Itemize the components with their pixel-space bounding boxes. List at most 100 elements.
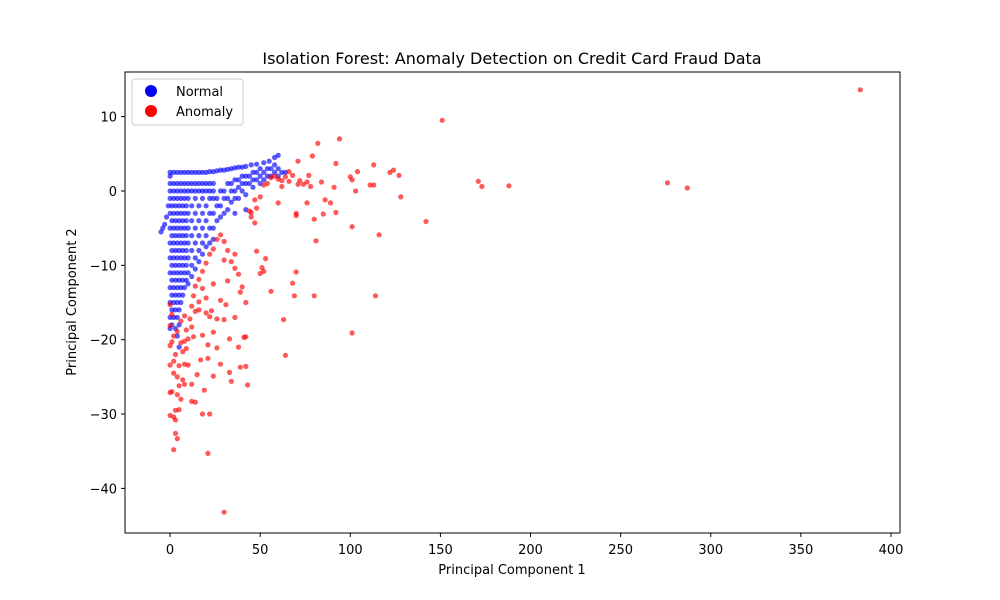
normal-point [210,236,216,242]
anomaly-point [185,336,191,342]
normal-point [235,184,242,190]
anomaly-point [180,349,186,355]
normal-point [165,203,171,209]
normal-point [172,247,179,254]
anomaly-point [181,381,188,387]
anomaly-point [225,247,231,254]
anomaly-point [189,324,195,330]
normal-point [217,167,224,173]
normal-point [171,255,177,261]
normal-point [185,188,191,194]
anomaly-point [167,323,173,329]
x-tick-label: 250 [608,543,633,558]
anomaly-point [167,302,173,308]
normal-point [196,180,202,187]
normal-point [176,277,182,283]
normal-point [250,169,256,175]
normal-point [199,240,206,246]
normal-point [232,195,238,201]
anomaly-point [183,346,189,352]
normal-point [221,210,227,216]
normal-point [189,188,195,194]
normal-point [178,180,184,187]
anomaly-point [243,299,249,306]
anomaly-point [181,313,188,319]
anomaly-point [167,343,173,349]
normal-point [272,169,278,175]
normal-point [203,244,209,250]
normal-point [178,285,184,291]
anomaly-point [259,265,265,271]
anomaly-point [290,172,296,178]
x-axis: 0 50 100 150 200 250 300 350 400 [166,533,903,558]
normal-point [210,195,216,201]
anomaly-point [263,256,269,262]
anomaly-point [264,180,270,187]
anomaly-point [172,351,179,358]
normal-point [171,210,177,216]
anomaly-point [313,238,319,244]
x-tick-label: 50 [252,543,269,558]
anomaly-point [354,169,361,175]
anomaly-point [189,381,195,387]
normal-point [174,169,180,175]
normal-point [221,188,227,194]
anomaly-point [353,188,359,194]
anomaly-point [207,314,213,320]
normal-point [248,162,254,168]
anomaly-point [290,280,296,286]
anomaly-point [228,378,234,384]
normal-point [167,255,173,261]
anomaly-point [205,355,211,361]
anomaly-point [214,316,220,322]
normal-point [163,214,170,220]
normal-point [239,180,245,187]
normal-point [172,203,179,209]
anomaly-point [223,302,229,308]
normal-point [214,195,220,201]
normal-point [174,225,180,231]
normal-point [246,180,252,187]
normal-point [279,169,285,175]
normal-point [178,195,184,201]
anomaly-point [167,412,173,419]
normal-point [254,169,260,175]
anomaly-point [279,183,285,190]
normal-point [203,188,209,194]
anomaly-point [308,183,314,190]
normal-point [235,177,242,183]
normal-point [178,169,184,175]
normal-point [171,240,177,246]
anomaly-point [207,411,213,417]
normal-point [207,169,213,175]
anomaly-point [281,317,287,323]
normal-point [228,199,234,205]
anomaly-point [349,330,355,336]
normal-point [192,180,198,187]
normal-point [250,184,256,190]
anomaly-point [171,358,177,364]
normal-point [180,247,186,254]
anomaly-point [174,374,180,380]
anomaly-point [214,345,220,351]
normal-point [207,195,213,201]
normal-point [228,180,234,187]
anomaly-point [174,328,180,335]
anomaly-point [304,200,310,206]
normal-point [272,162,278,168]
normal-point [183,262,189,268]
normal-point [172,233,179,239]
anomaly-point [171,370,177,376]
anomaly-point [167,362,173,368]
anomaly-point [237,289,243,295]
normal-point [199,169,206,175]
normal-point [176,203,182,209]
normal-point [192,188,198,194]
normal-point [275,152,281,158]
x-tick-label: 200 [518,543,543,558]
anomaly-point [275,176,281,182]
normal-point [171,225,177,231]
anomaly-point [172,430,179,436]
anomaly-point [199,268,206,274]
normal-point [225,207,231,213]
